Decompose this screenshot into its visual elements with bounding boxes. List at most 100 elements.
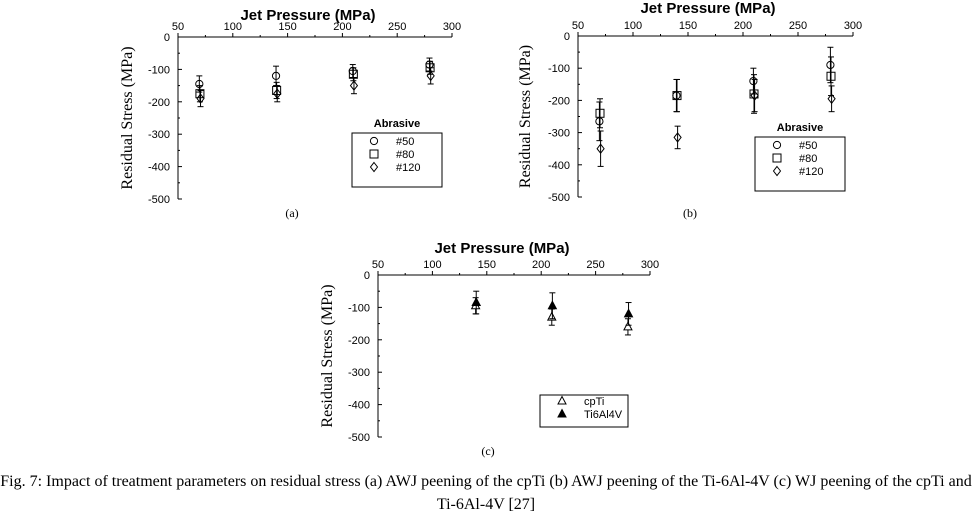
x-tick-label: 100 [423, 259, 441, 271]
x-tick-label: 150 [278, 21, 296, 33]
legend-marker [557, 395, 567, 405]
x-tick-label: 50 [172, 21, 184, 33]
x-tick-label: 150 [478, 259, 496, 271]
legend-marker [369, 136, 379, 146]
data-point [547, 300, 558, 310]
legend-box [754, 136, 846, 192]
y-axis-label: Residual Stress (MPa) [517, 45, 534, 188]
chart-panel-a: Jet Pressure (MPa) 50 100 150 200 250 300 0 -100… [119, 7, 461, 220]
legend-entry: #50 [799, 140, 817, 152]
data-point [271, 71, 281, 80]
x-tick-label: 250 [388, 21, 406, 33]
data-point [196, 93, 205, 104]
legend-entry: #120 [799, 166, 823, 178]
y-tick-label: 0 [364, 270, 370, 282]
y-tick-label: -200 [348, 335, 370, 347]
y-tick-label: -300 [148, 129, 170, 141]
series-50 [595, 46, 835, 142]
data-point [827, 93, 836, 105]
chart-title: Jet Pressure (MPa) [640, 0, 775, 17]
data-point [349, 80, 359, 91]
y-tick-label: -100 [548, 63, 570, 75]
legend-title: Abrasive [777, 122, 823, 134]
x-tick-label: 100 [224, 21, 242, 33]
legend-entry: #80 [396, 149, 414, 161]
series-120 [596, 78, 836, 167]
y-axis-label: Residual Stress (MPa) [319, 284, 336, 427]
chart-title: Jet Pressure (MPa) [434, 240, 569, 257]
panel-label: (a) [285, 206, 298, 220]
y-tick-label: -200 [148, 97, 170, 109]
legend: Abrasive #50#80#120 [754, 122, 846, 192]
figure-canvas: Jet Pressure (MPa) 50 100 150 200 250 300 0 -100… [119, 0, 862, 458]
data-point [826, 60, 835, 70]
y-tick-label: -100 [148, 64, 170, 76]
x-tick-label: 250 [789, 20, 807, 32]
legend-marker [557, 408, 567, 418]
chart-panel-b: Jet Pressure (MPa) 50 100 150 200 250 300 0 -100… [517, 0, 862, 220]
data-point [672, 91, 682, 101]
chart-panel-c: Jet Pressure (MPa) 50 100 150 200 250 300 0 -100… [319, 240, 659, 458]
x-tick-label: 300 [641, 259, 659, 271]
y-tick-label: 0 [564, 31, 570, 43]
y-tick-label: -400 [548, 160, 570, 172]
y-tick-label: -500 [548, 192, 570, 204]
data-point [348, 69, 358, 79]
y-tick-label: -400 [148, 162, 170, 174]
legend-box [539, 394, 629, 428]
legend-marker [369, 149, 379, 159]
data-point [673, 132, 682, 143]
data-point [195, 79, 204, 89]
panel-label: (c) [481, 444, 494, 458]
legend-entry: cpTi [584, 396, 604, 408]
legend-entry: #120 [396, 162, 420, 174]
data-point [623, 321, 633, 331]
data-point [623, 308, 634, 318]
y-tick-label: -400 [348, 400, 370, 412]
data-point [595, 108, 605, 118]
y-tick-label: -300 [348, 367, 370, 379]
y-axis-label: Residual Stress (MPa) [119, 46, 136, 189]
legend-title: Abrasive [374, 118, 420, 130]
legend-entry: Ti6Al4V [584, 409, 623, 421]
x-tick-label: 50 [572, 20, 584, 32]
data-point [596, 143, 605, 155]
panel-label: (b) [683, 206, 697, 220]
data-point [750, 90, 759, 101]
legend-marker [369, 161, 379, 173]
x-tick-label: 200 [734, 20, 752, 32]
data-point [826, 71, 836, 81]
series-80 [595, 56, 836, 129]
figure-caption: Fig. 7: Impact of treatment parameters o… [0, 473, 972, 513]
data-point [273, 88, 282, 100]
data-point [749, 89, 759, 99]
legend-marker [772, 153, 782, 163]
y-tick-label: -500 [148, 194, 170, 206]
x-tick-label: 300 [443, 21, 461, 33]
chart-title: Jet Pressure (MPa) [240, 7, 375, 24]
x-tick-label: 200 [532, 259, 550, 271]
legend-marker [772, 140, 782, 150]
y-tick-label: 0 [164, 32, 170, 44]
data-point [749, 76, 758, 86]
x-tick-label: 200 [333, 21, 351, 33]
series-120 [196, 67, 435, 108]
legend: Abrasive #50#80#120 [351, 118, 443, 188]
series-ti6al4v [471, 290, 634, 326]
data-point [195, 89, 205, 99]
x-tick-label: 100 [624, 20, 642, 32]
data-point [272, 85, 282, 95]
legend-entry: #50 [396, 136, 414, 148]
x-tick-label: 300 [844, 20, 862, 32]
x-tick-label: 150 [679, 20, 697, 32]
legend-marker [772, 165, 782, 177]
x-tick-label: 250 [586, 259, 604, 271]
y-tick-label: -300 [548, 128, 570, 140]
x-tick-label: 50 [372, 259, 384, 271]
series-50 [195, 57, 434, 93]
y-tick-label: -500 [348, 432, 370, 444]
data-point [471, 296, 482, 307]
y-tick-label: -100 [348, 302, 370, 314]
data-point [426, 70, 435, 82]
